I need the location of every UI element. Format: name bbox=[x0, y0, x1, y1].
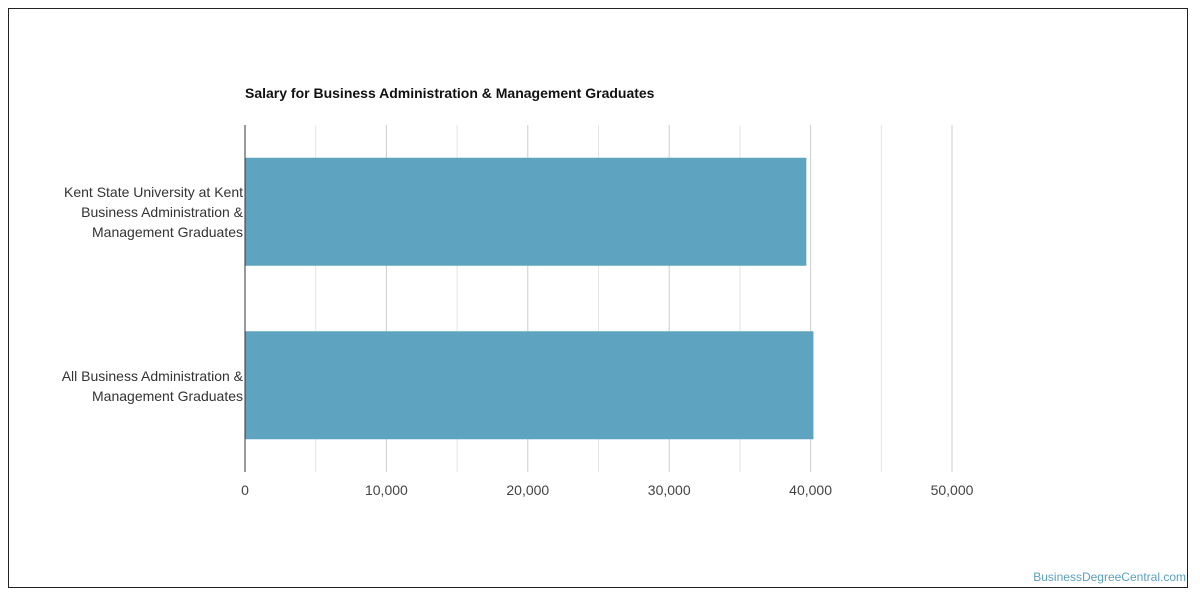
x-tick-label: 50,000 bbox=[931, 482, 974, 498]
x-tick-label: 30,000 bbox=[648, 482, 691, 498]
chart-title: Salary for Business Administration & Man… bbox=[245, 85, 655, 101]
x-tick-label: 0 bbox=[241, 482, 249, 498]
bar bbox=[245, 157, 807, 266]
watermark: BusinessDegreeCentral.com bbox=[1033, 570, 1186, 584]
bar bbox=[245, 331, 814, 440]
x-tick-label: 20,000 bbox=[506, 482, 549, 498]
category-label: All Business Administration & Management… bbox=[61, 368, 243, 404]
x-tick-label: 10,000 bbox=[365, 482, 408, 498]
x-tick-label: 40,000 bbox=[789, 482, 832, 498]
category-label: Kent State University at Kent Business A… bbox=[64, 184, 243, 240]
